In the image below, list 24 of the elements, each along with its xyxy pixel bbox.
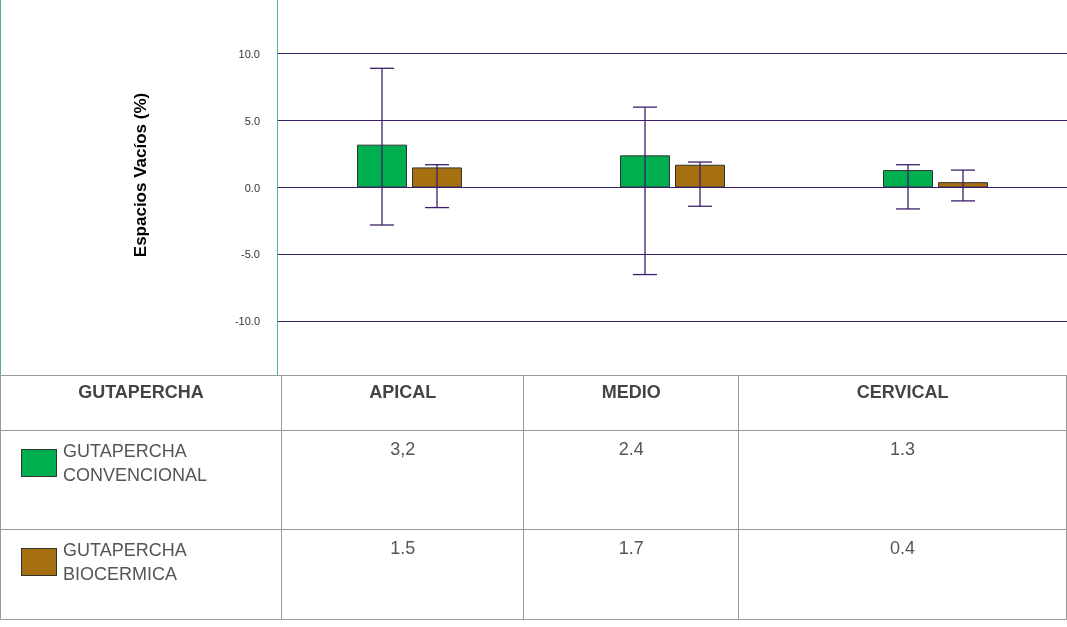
legend-title: GUTAPERCHA (0, 375, 282, 431)
y-tick-label: -10.0 (234, 315, 260, 328)
bar (357, 144, 407, 188)
bar (620, 155, 670, 188)
bar (938, 182, 988, 188)
data-label: 3,2 (281, 430, 524, 530)
bar (883, 170, 933, 188)
legend-label: GUTAPERCHA CONVENCIONAL (63, 440, 208, 487)
data-label: 1.5 (281, 529, 524, 620)
x-tick-label: CERVICAL (738, 375, 1067, 431)
y-tick-label: -5.0 (241, 248, 260, 261)
y-tick-label: 5.0 (244, 114, 260, 127)
y-axis-title: Espacios Vacíos (%) (131, 92, 151, 258)
data-label: 0.4 (738, 529, 1067, 620)
x-tick-label: MEDIO (523, 375, 739, 431)
y-tick-label: 10.0 (238, 47, 260, 60)
legend-label: GUTAPERCHA BIOCERMICA (63, 539, 187, 586)
x-tick-label: APICAL (281, 375, 524, 431)
data-label: 2.4 (523, 430, 739, 530)
bar (412, 167, 462, 188)
data-label: 1.3 (738, 430, 1067, 530)
bar (675, 164, 725, 188)
data-label: 1.7 (523, 529, 739, 620)
y-tick-label: 0.0 (244, 181, 260, 194)
